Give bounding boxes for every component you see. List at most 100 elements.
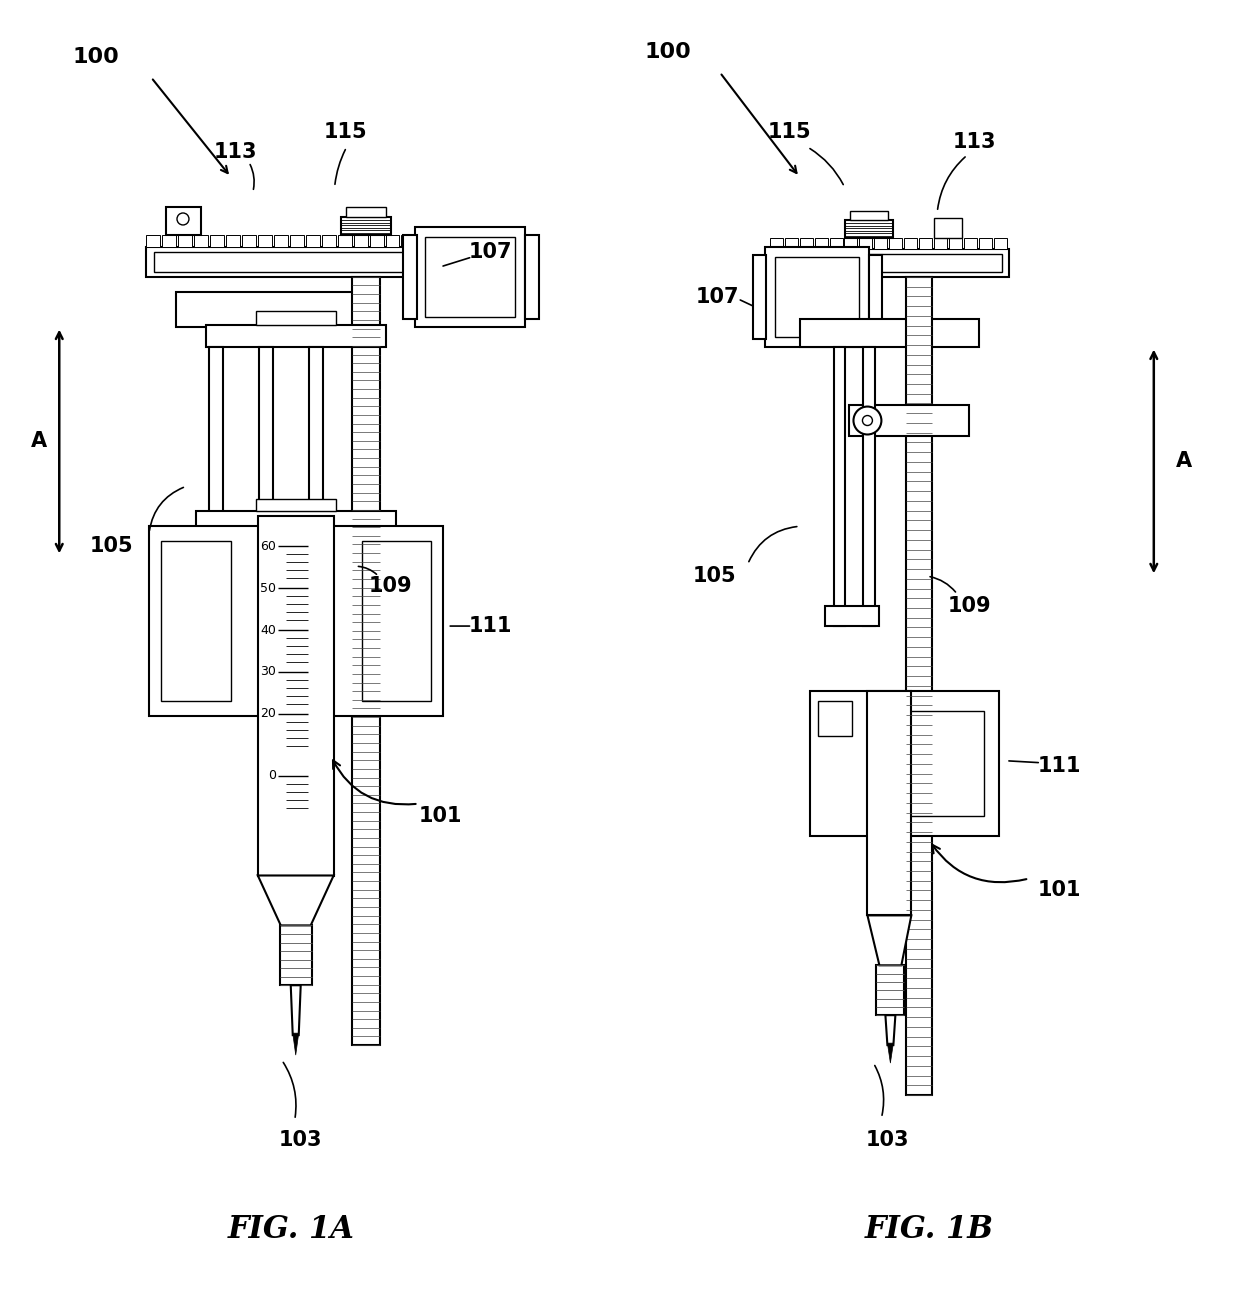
Text: 113: 113 (215, 142, 258, 162)
Bar (868, 691, 911, 916)
Bar (765, 247, 869, 346)
Text: 115: 115 (768, 123, 811, 142)
Bar (149, 526, 444, 716)
Bar (950, 238, 962, 249)
Bar (859, 238, 873, 249)
Bar (161, 541, 231, 701)
Text: FIG. 1A: FIG. 1A (227, 1215, 355, 1245)
Bar (362, 541, 432, 701)
Bar (889, 238, 903, 249)
Text: 103: 103 (279, 1130, 322, 1149)
Bar (154, 252, 438, 272)
Text: 115: 115 (324, 123, 367, 142)
Bar (934, 218, 962, 238)
Bar (210, 235, 224, 247)
Bar (844, 238, 858, 249)
Text: 40: 40 (260, 623, 275, 636)
Bar (309, 346, 322, 537)
Text: 105: 105 (89, 537, 133, 556)
Circle shape (177, 213, 188, 225)
Text: 0: 0 (268, 769, 275, 782)
Text: A: A (1176, 452, 1192, 471)
Bar (770, 249, 1009, 277)
Text: 20: 20 (260, 708, 275, 721)
Bar (874, 238, 888, 249)
Bar (386, 235, 399, 247)
Bar (258, 516, 334, 875)
Text: 107: 107 (469, 242, 512, 263)
Polygon shape (888, 1043, 893, 1063)
Bar (810, 691, 999, 836)
Text: 111: 111 (469, 616, 512, 636)
Bar (825, 606, 879, 626)
Bar (321, 235, 336, 247)
Bar (919, 238, 932, 249)
Text: 109: 109 (368, 576, 413, 596)
Bar (980, 238, 992, 249)
Bar (242, 235, 255, 247)
Bar (904, 238, 918, 249)
Bar (353, 235, 367, 247)
Text: 107: 107 (696, 287, 739, 307)
Bar (877, 965, 904, 1015)
Bar (965, 238, 977, 249)
Bar (753, 255, 765, 338)
Bar (226, 235, 239, 247)
Bar (341, 217, 391, 235)
Bar (337, 235, 352, 247)
Bar (176, 291, 376, 326)
Bar (815, 238, 827, 249)
Bar (994, 238, 1007, 249)
Bar (906, 277, 932, 1094)
Bar (179, 235, 192, 247)
Text: 100: 100 (645, 42, 691, 63)
Bar (346, 208, 386, 217)
Text: FIG. 1B: FIG. 1B (864, 1215, 993, 1245)
Bar (863, 346, 875, 626)
Bar (830, 238, 842, 249)
Text: 60: 60 (260, 539, 275, 552)
Bar (869, 255, 883, 338)
Bar (775, 257, 859, 337)
Bar (280, 926, 311, 985)
Polygon shape (885, 1015, 895, 1045)
Bar (352, 277, 379, 1045)
Polygon shape (293, 1033, 299, 1055)
Circle shape (863, 415, 873, 426)
Circle shape (853, 406, 882, 435)
Bar (800, 238, 812, 249)
Text: 30: 30 (260, 666, 275, 678)
Bar (196, 512, 396, 537)
Polygon shape (290, 985, 301, 1036)
Bar (166, 208, 201, 235)
Text: A: A (31, 431, 47, 452)
Bar (255, 499, 336, 512)
Text: 111: 111 (1038, 756, 1081, 776)
Bar (785, 238, 797, 249)
Bar (415, 227, 526, 326)
Bar (208, 346, 223, 537)
Bar (306, 235, 320, 247)
Bar (851, 212, 888, 219)
Polygon shape (258, 875, 334, 926)
Bar (800, 319, 980, 346)
Bar (776, 253, 1002, 272)
Bar (817, 701, 852, 735)
Text: 101: 101 (419, 806, 463, 825)
Text: 50: 50 (259, 581, 275, 594)
Bar (258, 235, 272, 247)
Bar (274, 235, 288, 247)
Polygon shape (868, 916, 911, 965)
Bar (146, 235, 160, 247)
Bar (849, 405, 970, 436)
Bar (206, 325, 386, 346)
Bar (370, 235, 383, 247)
Bar (425, 236, 516, 317)
Bar (290, 235, 304, 247)
Bar (526, 235, 539, 319)
Bar (193, 235, 208, 247)
Bar (904, 710, 985, 816)
Bar (770, 238, 782, 249)
Text: 103: 103 (866, 1130, 909, 1149)
Text: 100: 100 (73, 47, 119, 68)
